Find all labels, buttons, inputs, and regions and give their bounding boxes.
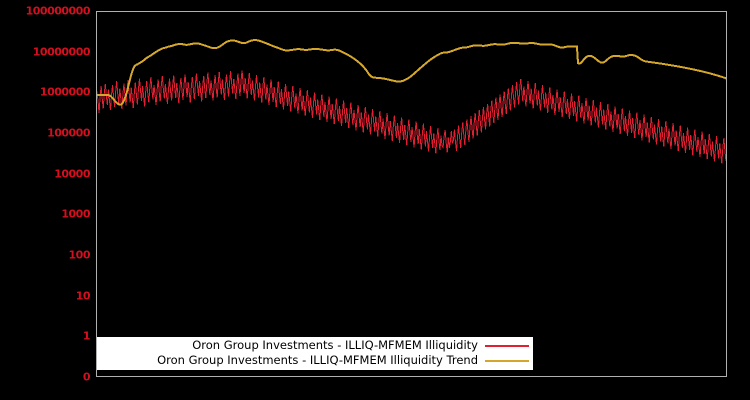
- legend-label-illiquidity: Oron Group Investments - ILLIQ-MFMEM Ill…: [192, 338, 478, 353]
- y-axis-tick-10000000: 10000000: [32, 45, 91, 59]
- y-axis-tick-1: 1: [82, 329, 91, 343]
- y-axis-tick-1000: 1000: [61, 207, 90, 221]
- y-axis-tick-0: 0: [82, 370, 91, 384]
- legend-entry-illiquidity-trend: Oron Group Investments - ILLIQ-MFMEM Ill…: [101, 354, 529, 369]
- y-axis-tick-100: 100: [68, 248, 91, 262]
- series-line-illiquidity: [97, 70, 726, 164]
- legend-swatch-illiquidity: [485, 345, 529, 347]
- y-axis-tick-100000: 100000: [47, 126, 90, 140]
- series-svg: [97, 39, 726, 164]
- chart-legend: Oron Group Investments - ILLIQ-MFMEM Ill…: [97, 337, 533, 370]
- legend-entry-illiquidity: Oron Group Investments - ILLIQ-MFMEM Ill…: [101, 339, 529, 354]
- y-axis-tick-10: 10: [75, 289, 91, 303]
- legend-label-illiquidity-trend: Oron Group Investments - ILLIQ-MFMEM Ill…: [157, 353, 478, 368]
- plot-area: [96, 11, 727, 377]
- legend-swatch-illiquidity-trend: [485, 360, 529, 362]
- y-axis-tick-10000: 10000: [54, 167, 90, 181]
- series-line-illiquidity-trend: [97, 39, 726, 106]
- y-axis-tick-100000000: 100000000: [25, 4, 91, 18]
- y-axis-tick-1000000: 1000000: [39, 85, 91, 99]
